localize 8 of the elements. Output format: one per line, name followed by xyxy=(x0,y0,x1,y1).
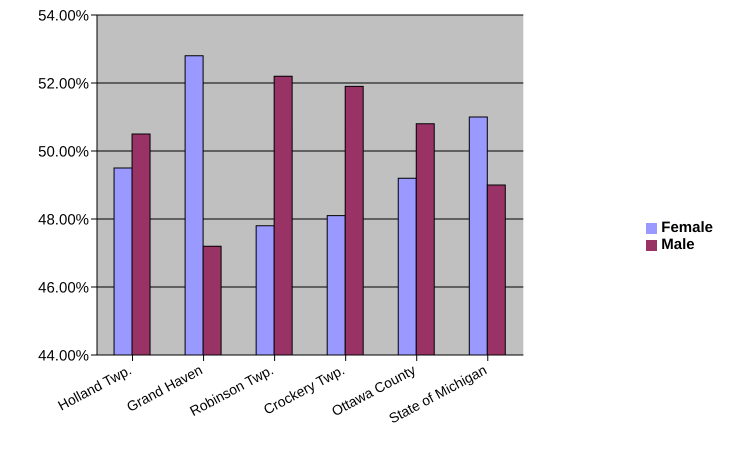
y-tick-label: 52.00% xyxy=(38,75,89,92)
y-tick-label: 54.00% xyxy=(38,7,89,24)
y-tick-label: 48.00% xyxy=(38,211,89,228)
legend-label: Female xyxy=(661,219,713,236)
legend-label: Male xyxy=(661,236,695,253)
y-tick-label: 46.00% xyxy=(38,279,89,296)
y-tick-label: 44.00% xyxy=(38,347,89,364)
y-tick-label: 50.00% xyxy=(38,143,89,160)
